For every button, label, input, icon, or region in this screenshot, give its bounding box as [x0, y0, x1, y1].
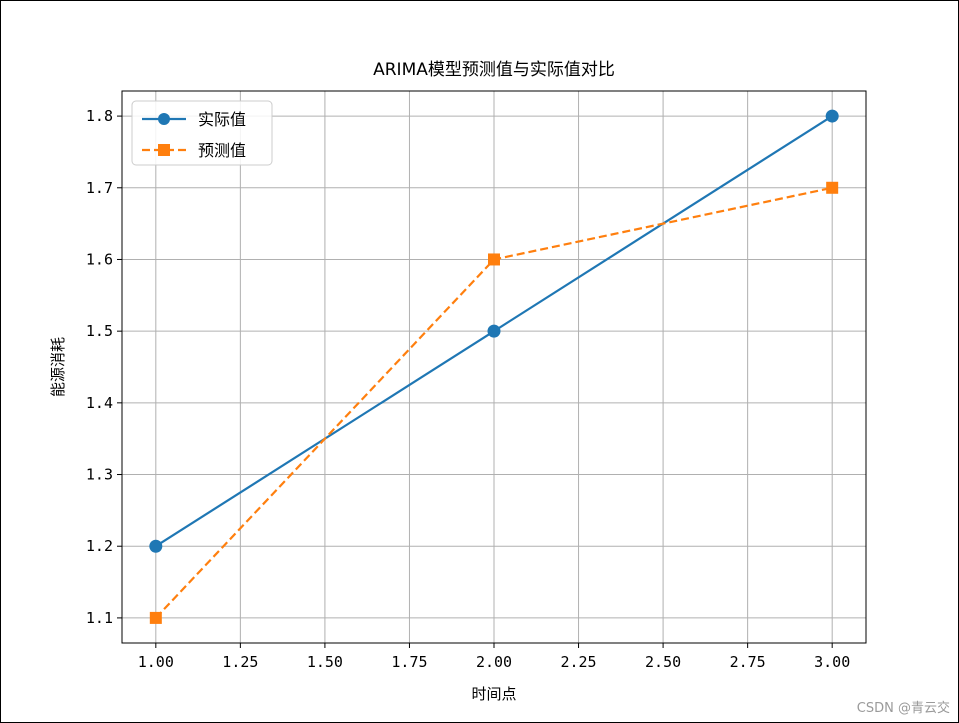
series-2 [149, 181, 839, 624]
x-tick-label: 1.25 [222, 653, 258, 671]
data-point [149, 539, 163, 553]
data-point [149, 611, 162, 624]
data-point [488, 253, 500, 266]
x-axis-label: 时间点 [471, 685, 516, 703]
y-tick-label: 1.7 [86, 179, 113, 197]
y-tick-label: 1.8 [86, 107, 113, 125]
x-tick-label: 1.75 [391, 653, 427, 671]
x-tick-label: 2.25 [560, 653, 596, 671]
data-point [487, 324, 501, 338]
legend-label: 预测值 [198, 141, 246, 160]
grid [122, 91, 866, 643]
x-tick-label: 2.00 [476, 653, 512, 671]
chart-title: ARIMA模型预测值与实际值对比 [373, 60, 615, 80]
data-point [825, 109, 839, 123]
y-tick-label: 1.1 [86, 609, 113, 627]
y-tick-label: 1.5 [86, 322, 113, 340]
x-tick-label: 2.75 [730, 653, 766, 671]
legend-marker [158, 144, 170, 156]
series-1 [149, 109, 839, 553]
x-tick-label: 3.00 [814, 653, 850, 671]
ticks: 1.00 1.25 1.50 1.75 2.00 2.25 2.50 2.75 3.00 1.1 1… [86, 107, 850, 671]
y-axis-label: 能源消耗 [49, 337, 67, 397]
legend-label: 实际值 [198, 110, 246, 129]
x-tick-label: 1.50 [307, 653, 343, 671]
series-layer [149, 109, 839, 624]
watermark: CSDN @青云交 [856, 701, 950, 716]
y-tick-label: 1.4 [86, 394, 113, 412]
y-tick-label: 1.2 [86, 537, 113, 555]
legend-marker [158, 113, 170, 125]
y-tick-label: 1.6 [86, 250, 113, 268]
data-point [826, 181, 839, 194]
x-tick-label: 1.00 [138, 653, 174, 671]
x-tick-label: 2.50 [645, 653, 681, 671]
y-tick-label: 1.3 [86, 466, 113, 484]
